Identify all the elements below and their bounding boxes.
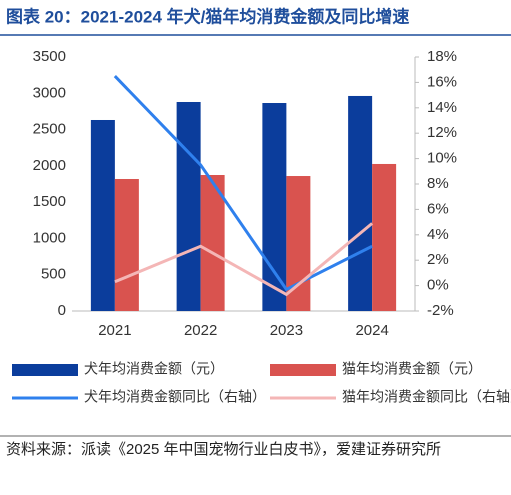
- y-tick-label: 3500: [33, 48, 66, 65]
- x-tick-label: 2024: [355, 322, 388, 339]
- bar: [200, 175, 225, 311]
- y2-tick-label: 12%: [427, 124, 457, 141]
- y-tick-label: 2000: [33, 157, 66, 174]
- bar: [262, 103, 287, 311]
- x-tick-label: 2021: [98, 322, 131, 339]
- line-series: [114, 222, 374, 297]
- bar: [90, 119, 115, 311]
- legend-label: 犬年均消费金额同比（右轴）: [84, 389, 266, 405]
- source-note: 资料来源：派读《2025 年中国宠物行业白皮书》，爱建证券研究所: [6, 441, 442, 458]
- bar: [372, 163, 397, 311]
- bar: [114, 178, 139, 311]
- legend-swatch: [270, 364, 336, 376]
- y-tick-label: 3000: [33, 84, 66, 101]
- y2-tick-label: 2%: [427, 251, 449, 268]
- y-tick-label: 0: [58, 302, 66, 319]
- y2-tick-label: 0%: [427, 277, 449, 294]
- x-tick-label: 2022: [184, 322, 217, 339]
- y2-tick-label: 4%: [427, 226, 449, 243]
- y2-tick-label: 14%: [427, 99, 457, 116]
- chart-title: 图表 20：2021-2024 年犬/猫年均消费金额及同比增速: [6, 6, 409, 26]
- y2-tick-label: -2%: [427, 302, 454, 319]
- y2-tick-label: 18%: [427, 48, 457, 65]
- legend-label: 猫年均消费金额（元）: [342, 361, 482, 377]
- y-tick-label: 1500: [33, 193, 66, 210]
- legend-label: 猫年均消费金额同比（右轴）: [342, 389, 511, 405]
- legend-label: 犬年均消费金额（元）: [84, 361, 224, 377]
- y2-tick-label: 8%: [427, 175, 449, 192]
- y2-tick-label: 16%: [427, 73, 457, 90]
- legend-swatch: [12, 364, 78, 376]
- y2-tick-label: 10%: [427, 150, 457, 167]
- bar: [348, 95, 373, 311]
- y-tick-label: 1000: [33, 229, 66, 246]
- x-tick-label: 2023: [270, 322, 303, 339]
- y-tick-label: 2500: [33, 121, 66, 138]
- y2-tick-label: 6%: [427, 200, 449, 217]
- y-tick-label: 500: [41, 266, 66, 283]
- line-series: [113, 75, 373, 292]
- bar: [176, 101, 201, 311]
